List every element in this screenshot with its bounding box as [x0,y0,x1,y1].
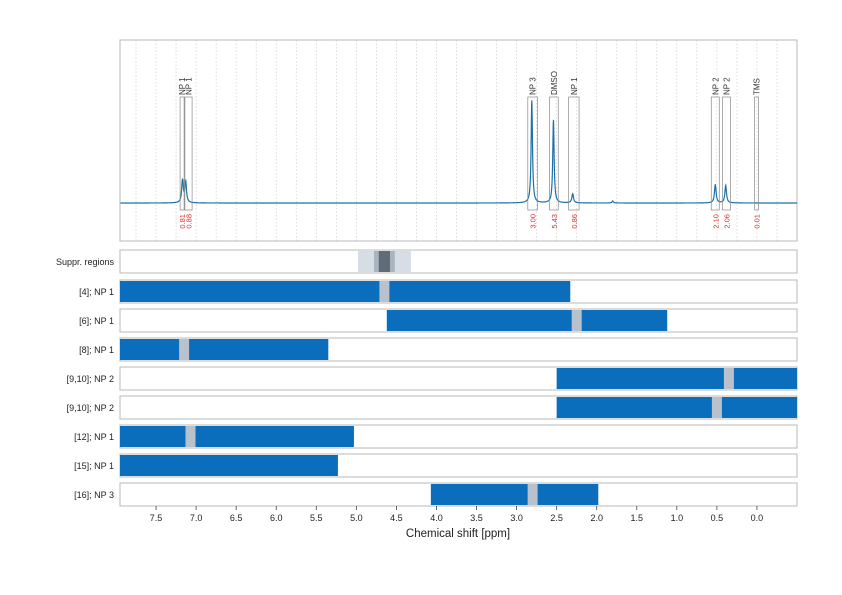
region-label: [8]; NP 1 [79,345,114,355]
suppression-label: Suppr. regions [56,257,115,267]
region-label: [9,10]; NP 2 [67,374,114,384]
region-bar [556,397,797,418]
region-bar [556,368,797,389]
region-bar [120,339,329,360]
spectrum-panel: NP 1 0.81 NP 1 0.88 NP 3 3.00 DMSO 5.43 NP 1 0.86… [119,39,798,242]
region-label: [9,10]; NP 2 [67,403,114,413]
assignment-box [549,96,559,211]
assignment-label: NP 3 [529,77,538,95]
region-bar [386,310,668,331]
assignment-box [527,96,538,211]
integral-label: 2.06 [722,214,731,229]
x-tick-label: 7.5 [150,513,163,523]
region-gap [723,368,734,389]
x-tick-label: 5.5 [310,513,323,523]
x-tick-label: 7.0 [190,513,203,523]
assignment-box [184,96,193,211]
assignment-label: NP 1 [570,77,579,95]
x-tick-label: 2.0 [590,513,603,523]
x-axis-label: Chemical shift [ppm] [406,528,510,540]
x-tick-label: 0.5 [711,513,724,523]
x-tick-label: 6.5 [230,513,243,523]
regions-panel: Suppr. regions [4]; NP 1 [6]; NP 1 [8]; NP … [56,249,798,507]
assignment-label: NP 1 [185,77,194,95]
x-tick-label: 4.5 [390,513,403,523]
assignment-box [722,96,731,211]
assignment-box [179,96,185,211]
grid-layer [135,40,778,241]
x-tick-label: 6.0 [270,513,283,523]
region-bar [430,484,599,505]
spectrum-frame [119,39,798,242]
assignment-box [754,96,759,211]
assignment-label: NP 1 [178,77,187,95]
integral-label: 0.88 [185,214,194,229]
assignment-box [568,96,580,211]
x-tick-label: 1.0 [671,513,684,523]
region-label: [15]; NP 1 [74,461,114,471]
integral-label: 0.86 [570,214,579,229]
region-bar [120,455,338,476]
x-tick-label: 5.0 [350,513,363,523]
x-axis: 7.5 7.0 6.5 6.0 5.5 5.0 4.5 4.0 3.5 3.0 2.5 2.0 1.5 1… [150,506,763,523]
region-label: [6]; NP 1 [79,316,114,326]
integral-label: 3.00 [529,214,538,229]
region-gap [185,426,196,447]
x-tick-label: 4.0 [430,513,443,523]
assignment-box [710,96,720,211]
x-tick-label: 2.5 [550,513,563,523]
suppression-row-frame [119,249,798,274]
region-gap [379,281,390,302]
x-tick-label: 3.5 [470,513,483,523]
assignment-label: TMS [753,78,762,95]
region-label: [12]; NP 1 [74,432,114,442]
region-gap [571,310,582,331]
region-label: [16]; NP 3 [74,490,114,500]
region-gap [179,339,190,360]
integral-label: 5.43 [550,214,559,229]
integral-label: 0.01 [753,214,762,229]
integral-label: 0.81 [178,214,187,229]
assignment-label: DMSO [550,71,559,95]
integral-label: 2.10 [711,214,720,229]
x-tick-label: 0.0 [751,513,764,523]
suppression-core [378,251,390,272]
region-gap [711,397,722,418]
spectrum-line [120,100,797,204]
assignment-label: NP 2 [722,77,731,95]
region-bar [120,281,571,302]
x-tick-label: 3.0 [510,513,523,523]
region-gap [527,484,538,505]
region-bar [120,426,354,447]
x-tick-label: 1.5 [631,513,644,523]
region-label: [4]; NP 1 [79,287,114,297]
assignment-label: NP 2 [711,77,720,95]
